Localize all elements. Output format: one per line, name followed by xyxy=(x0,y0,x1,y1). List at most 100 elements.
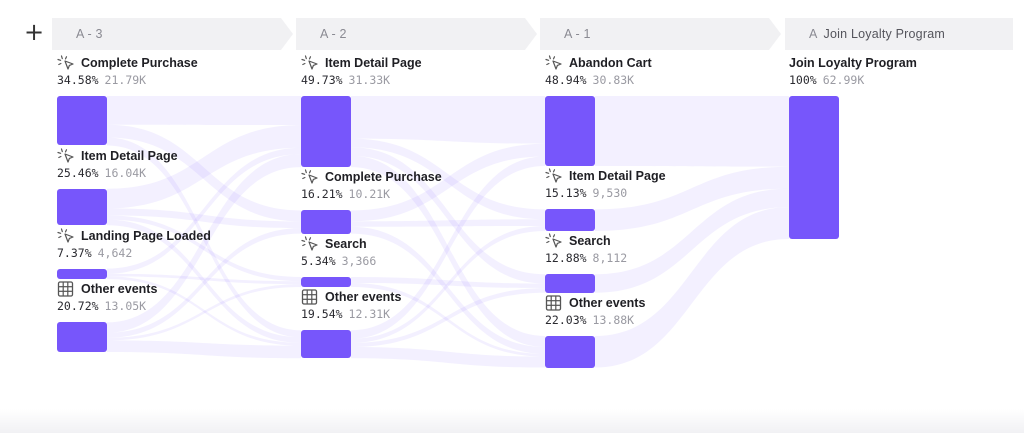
flow-link-20[interactable] xyxy=(351,226,545,354)
node-bar[interactable] xyxy=(301,330,351,359)
node-stats: 20.72% 13.05K xyxy=(57,298,157,314)
node-bar[interactable] xyxy=(301,96,351,168)
flow-link-3[interactable] xyxy=(107,125,301,209)
node-count: 12.31K xyxy=(348,307,391,322)
node-bar[interactable] xyxy=(57,96,107,146)
node-count: 16.04K xyxy=(104,165,147,180)
flow-link-13[interactable] xyxy=(107,340,301,359)
node-bar[interactable] xyxy=(545,336,595,368)
flow-link-12[interactable] xyxy=(107,284,301,341)
stage-label: A - 2 xyxy=(320,27,347,41)
node-label[interactable]: Join Loyalty Program 100% 62.99K xyxy=(789,55,917,88)
flow-link-6[interactable] xyxy=(107,219,301,343)
flow-link-9[interactable] xyxy=(107,276,301,346)
node-stats: 48.94% 30.83K xyxy=(545,72,652,88)
node-label[interactable]: Other events 19.54% 12.31K xyxy=(301,289,401,322)
flow-link-29[interactable] xyxy=(595,188,789,293)
node-name: Other events xyxy=(325,290,402,305)
node-label[interactable]: Abandon Cart 48.94% 30.83K xyxy=(545,55,652,88)
node-name: Item Detail Page xyxy=(569,169,666,184)
flow-link-16[interactable] xyxy=(351,147,545,284)
node-percent: 19.54% xyxy=(301,307,343,322)
flow-link-21[interactable] xyxy=(351,276,545,289)
node-bar[interactable] xyxy=(545,96,595,166)
node-percent: 34.58% xyxy=(57,73,99,87)
flow-link-8[interactable] xyxy=(107,273,301,285)
node-label[interactable]: Search 5.34% 3,366 xyxy=(301,236,376,269)
node-label[interactable]: Item Detail Page 15.13% 9,530 xyxy=(545,168,666,201)
stage-label: A - 3 xyxy=(76,27,103,41)
node-stats: 16.21% 10.21K xyxy=(301,186,442,202)
flow-link-14[interactable] xyxy=(351,96,545,144)
node-bar[interactable] xyxy=(301,210,351,234)
node-percent: 49.73% xyxy=(301,73,343,87)
flow-link-7[interactable] xyxy=(107,147,301,274)
node-label[interactable]: Complete Purchase 34.58% 21.79K xyxy=(57,55,198,88)
node-count: 30.83K xyxy=(592,73,635,87)
node-percent: 16.21% xyxy=(301,187,343,202)
node-bar[interactable] xyxy=(301,276,351,287)
flow-link-15[interactable] xyxy=(351,138,545,220)
flow-link-4[interactable] xyxy=(107,208,301,229)
node-stats: 22.03% 13.88K xyxy=(545,312,645,328)
flow-link-27[interactable] xyxy=(595,96,789,167)
node-label[interactable]: Other events 20.72% 13.05K xyxy=(57,281,157,314)
flow-link-18[interactable] xyxy=(351,143,545,222)
flow-link-28[interactable] xyxy=(595,166,789,231)
node-bar[interactable] xyxy=(789,96,839,239)
flow-link-17[interactable] xyxy=(351,155,545,347)
cursor-click-icon xyxy=(301,55,319,71)
node-name: Item Detail Page xyxy=(81,148,178,163)
node-count: 13.88K xyxy=(592,313,635,328)
node-label[interactable]: Search 12.88% 8,112 xyxy=(545,233,627,266)
flow-link-10[interactable] xyxy=(107,154,301,333)
node-bar[interactable] xyxy=(57,188,107,226)
stage-header-2[interactable]: A - 1 xyxy=(540,18,781,50)
node-stats: 100% 62.99K xyxy=(789,72,917,88)
flow-link-22[interactable] xyxy=(351,282,545,357)
node-name: Other events xyxy=(81,282,158,297)
cursor-click-icon xyxy=(545,55,563,71)
bottom-fade xyxy=(0,409,1024,433)
node-bar[interactable] xyxy=(545,209,595,231)
node-title: Abandon Cart xyxy=(545,55,652,71)
node-title: Complete Purchase xyxy=(57,55,198,71)
node-stats: 25.46% 16.04K xyxy=(57,165,178,181)
node-name: Complete Purchase xyxy=(81,56,198,70)
plus-icon: + xyxy=(24,18,45,46)
node-name: Item Detail Page xyxy=(325,56,422,70)
node-label[interactable]: Item Detail Page 49.73% 31.33K xyxy=(301,55,422,88)
node-count: 62.99K xyxy=(822,73,865,87)
flow-link-26[interactable] xyxy=(351,347,545,368)
node-title: Other events xyxy=(301,289,401,305)
add-step-button[interactable]: + xyxy=(24,20,44,44)
node-label[interactable]: Item Detail Page 25.46% 16.04K xyxy=(57,148,178,181)
flow-link-19[interactable] xyxy=(351,219,545,227)
node-name: Complete Purchase xyxy=(325,170,442,185)
node-label[interactable]: Other events 22.03% 13.88K xyxy=(545,295,645,328)
flow-link-1[interactable] xyxy=(107,124,301,222)
flow-link-2[interactable] xyxy=(107,137,301,338)
flow-link-25[interactable] xyxy=(351,288,545,348)
stage-name: Join Loyalty Program xyxy=(823,27,945,41)
node-title: Item Detail Page xyxy=(301,55,422,71)
node-label[interactable]: Landing Page Loaded 7.37% 4,642 xyxy=(57,227,211,261)
node-stats: 7.37% 4,642 xyxy=(57,245,211,261)
node-bar[interactable] xyxy=(57,268,107,280)
node-percent: 5.34% xyxy=(301,253,336,268)
node-name: Join Loyalty Program xyxy=(789,56,917,70)
flow-link-5[interactable] xyxy=(107,215,301,282)
flow-link-11[interactable] xyxy=(107,228,301,338)
flow-link-24[interactable] xyxy=(351,225,545,343)
stage-header-1[interactable]: A - 2 xyxy=(296,18,537,50)
node-label[interactable]: Complete Purchase 16.21% 10.21K xyxy=(301,169,442,202)
flow-link-0[interactable] xyxy=(107,96,301,126)
node-bar[interactable] xyxy=(57,322,107,353)
flow-link-23[interactable] xyxy=(351,156,545,339)
node-count: 3,366 xyxy=(341,253,377,268)
stage-header-3[interactable]: A Join Loyalty Program xyxy=(785,18,1013,50)
flow-link-30[interactable] xyxy=(595,207,789,368)
stage-header-0[interactable]: A - 3 xyxy=(52,18,293,50)
node-bar[interactable] xyxy=(545,274,595,293)
stage-bar-shape xyxy=(785,18,1013,50)
